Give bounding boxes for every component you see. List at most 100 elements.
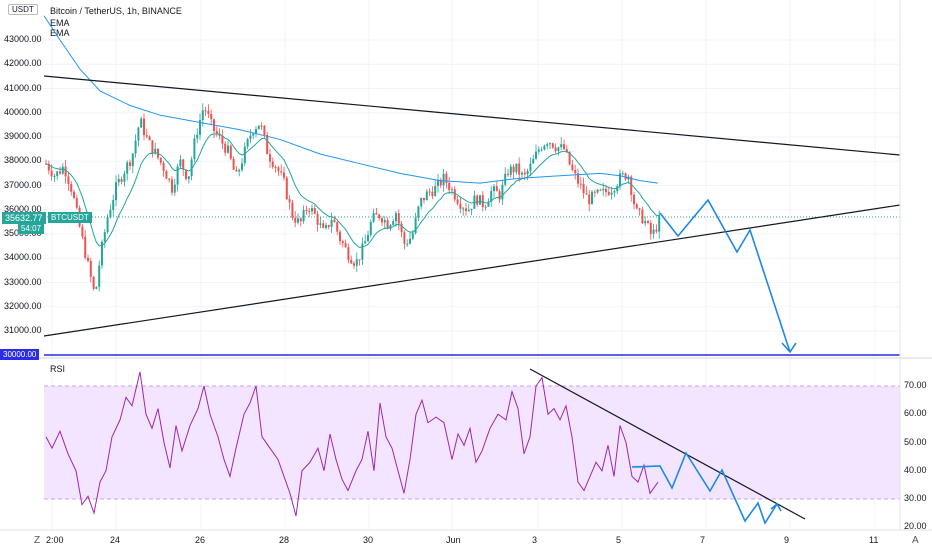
- projection-path[interactable]: [659, 198, 791, 353]
- lower-trendline[interactable]: [43, 204, 901, 337]
- candle-body: [644, 221, 647, 224]
- level-price-badge: 30000.00: [0, 349, 40, 360]
- ema-legend-1[interactable]: EMA: [50, 18, 70, 28]
- candle-body: [283, 172, 285, 178]
- rsi-tick-label: 70.00: [904, 380, 927, 390]
- candle-body: [241, 163, 243, 170]
- candle-body: [199, 120, 201, 135]
- time-tick-label: 2:00: [46, 535, 64, 545]
- price-tick-label: 37000.00: [4, 179, 42, 190]
- candle-body: [221, 135, 224, 144]
- candle-body: [353, 263, 355, 266]
- candle-body: [585, 193, 588, 195]
- upper-trendline[interactable]: [43, 75, 901, 156]
- candle-body: [521, 172, 523, 175]
- candle-body: [554, 147, 557, 152]
- candle-body: [98, 265, 101, 287]
- rsi-tick-label: 50.00: [904, 436, 927, 447]
- candle-body: [106, 217, 109, 233]
- currency-badge[interactable]: USDT: [8, 4, 38, 15]
- candle-body: [526, 170, 529, 175]
- candle-body: [162, 162, 165, 172]
- price-tick-label: 31000.00: [4, 325, 42, 335]
- candle-body: [151, 140, 154, 154]
- candle-body: [322, 223, 325, 228]
- candle-body: [101, 241, 103, 266]
- candle-body: [330, 219, 333, 227]
- candle-body: [512, 166, 515, 173]
- candle-body: [593, 191, 596, 193]
- candle-body: [291, 202, 294, 218]
- price-tick-label: 36000.00: [4, 203, 42, 214]
- candle-body: [319, 223, 322, 225]
- price-tick-label: 33000.00: [4, 276, 42, 287]
- zoom-reset-button[interactable]: Z: [34, 535, 41, 546]
- candle-body: [442, 173, 445, 186]
- candle-body: [193, 138, 196, 160]
- candle-body: [288, 199, 291, 203]
- rsi-legend[interactable]: RSI: [50, 364, 66, 374]
- candle-body: [605, 188, 607, 192]
- candle-body: [420, 197, 423, 207]
- rsi-projection-path[interactable]: [631, 451, 778, 525]
- candle-body: [339, 231, 341, 242]
- candle-body: [252, 133, 255, 136]
- candle-body: [131, 153, 134, 167]
- candle-body: [109, 209, 112, 218]
- candle-body: [574, 170, 577, 174]
- candle-body: [417, 206, 420, 218]
- candle-body: [372, 213, 375, 222]
- candle-body: [95, 286, 98, 289]
- candle-body: [451, 189, 453, 191]
- candle-body: [134, 140, 137, 154]
- candle-body: [428, 191, 431, 193]
- candle-body: [658, 215, 661, 232]
- candle-body: [414, 217, 417, 234]
- time-tick-label: 11: [869, 535, 879, 545]
- candle-body: [453, 189, 456, 200]
- candle-body: [126, 162, 129, 174]
- candle-body: [120, 178, 123, 182]
- candle-body: [269, 154, 271, 162]
- candle-body: [299, 218, 302, 222]
- candle-body: [316, 213, 319, 225]
- candle-body: [64, 166, 67, 177]
- candle-body: [168, 178, 171, 180]
- candle-body: [607, 191, 610, 195]
- candle-body: [487, 201, 490, 207]
- rsi-trendline[interactable]: [529, 368, 806, 520]
- candle-body: [201, 110, 204, 121]
- candle-body: [515, 163, 518, 173]
- candle-body: [423, 197, 425, 201]
- candle-body: [115, 182, 117, 201]
- auto-scale-button[interactable]: A: [912, 535, 919, 546]
- candle-body: [204, 110, 207, 112]
- candle-body: [243, 146, 246, 164]
- candle-body: [467, 209, 470, 212]
- candle-body: [389, 224, 392, 229]
- time-tick-label: Jun: [446, 535, 461, 545]
- candle-body: [271, 161, 274, 167]
- candle-body: [652, 229, 655, 234]
- ema-legend-2[interactable]: EMA: [50, 28, 70, 38]
- candle-body: [263, 125, 266, 135]
- ema-lines: [43, 15, 660, 249]
- candle-body: [70, 184, 73, 192]
- candle-body: [386, 220, 389, 229]
- candle-body: [647, 221, 649, 223]
- candle-body: [117, 178, 120, 183]
- candle-body: [285, 177, 288, 200]
- candle-body: [308, 210, 311, 212]
- candle-body: [185, 169, 187, 180]
- candle-body: [87, 257, 89, 261]
- candle-body: [361, 243, 364, 260]
- candle-body: [448, 182, 451, 191]
- candle-body: [613, 191, 616, 193]
- candle-body: [140, 118, 143, 128]
- candle-body: [227, 145, 229, 153]
- candle-body: [434, 185, 437, 196]
- candle-body: [498, 191, 501, 200]
- candle-body: [358, 259, 361, 261]
- candle-body: [484, 206, 487, 208]
